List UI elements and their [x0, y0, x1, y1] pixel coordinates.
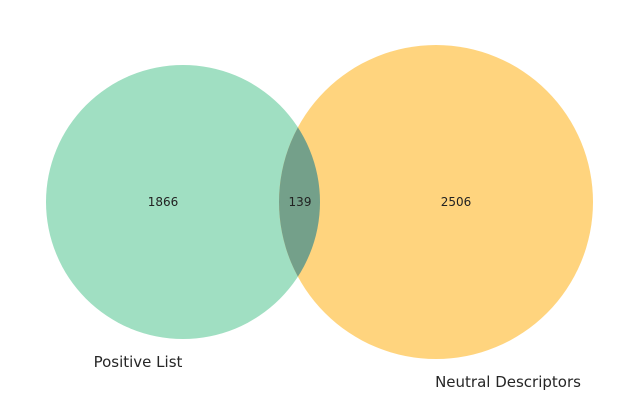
set-label-positive-list: Positive List — [94, 353, 183, 371]
set-circle-neutral-descriptors — [279, 45, 593, 359]
set-circle-positive-list — [46, 65, 320, 339]
count-intersection: 139 — [289, 195, 312, 209]
count-neutral-only: 2506 — [441, 195, 472, 209]
count-positive-only: 1866 — [148, 195, 179, 209]
set-label-neutral-descriptors: Neutral Descriptors — [435, 373, 581, 391]
